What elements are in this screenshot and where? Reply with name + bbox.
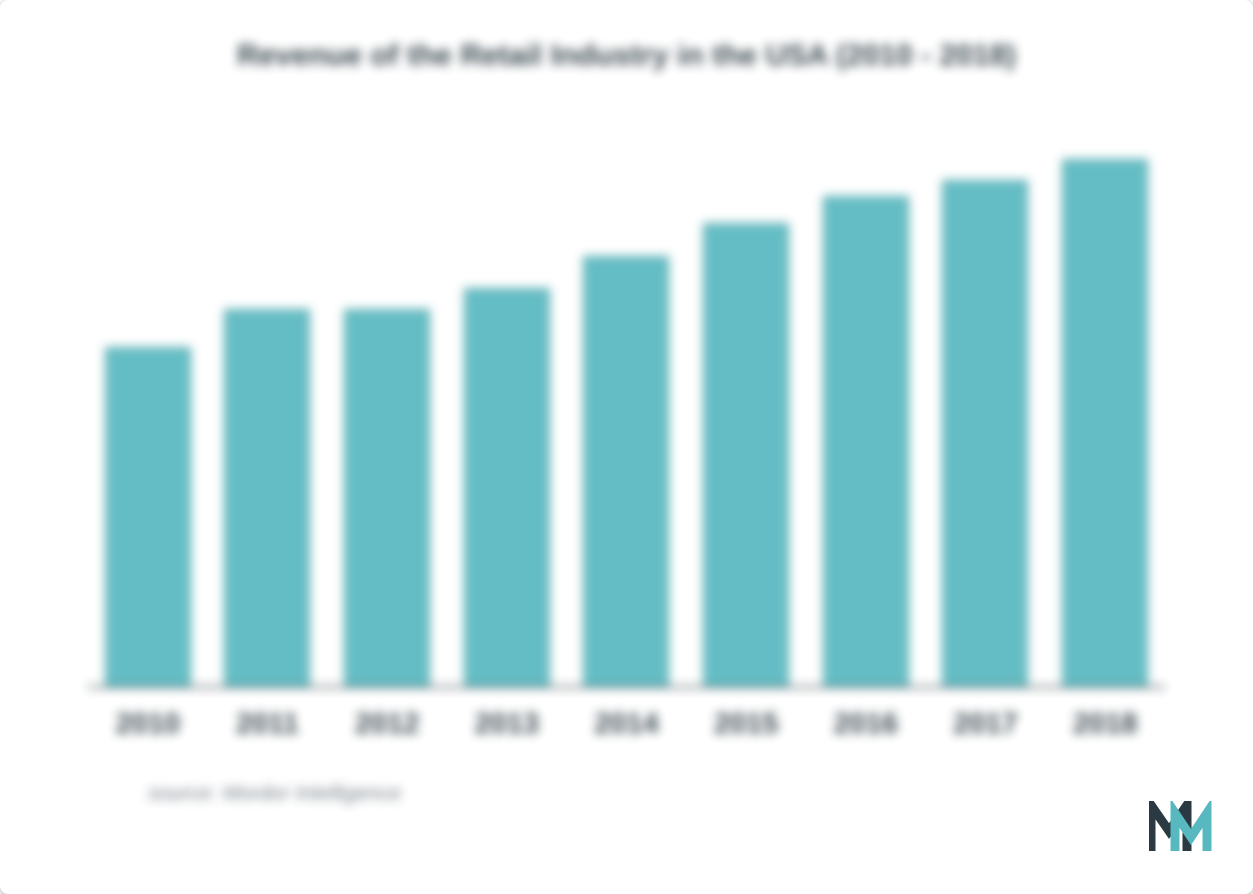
x-tick-label: 2010	[105, 708, 191, 741]
chart-title: Revenue of the Retail Industry in the US…	[98, 36, 1155, 77]
bar	[703, 223, 789, 686]
x-tick-label: 2011	[224, 708, 310, 741]
bar	[464, 288, 550, 686]
bar	[224, 309, 310, 686]
x-tick-label: 2018	[1062, 708, 1148, 741]
x-tick-label: 2017	[942, 708, 1028, 741]
x-tick-label: 2016	[823, 708, 909, 741]
x-tick-label: 2012	[344, 708, 430, 741]
blur-overlay: Revenue of the Retail Industry in the US…	[28, 18, 1225, 876]
x-axis-baseline	[88, 686, 1165, 688]
x-tick-label: 2014	[583, 708, 669, 741]
source-text: source: Mordor Intelligence	[148, 782, 401, 806]
bar	[344, 309, 430, 686]
bar	[1062, 159, 1148, 686]
bar	[942, 180, 1028, 686]
bar	[583, 256, 669, 686]
x-tick-label: 2015	[703, 708, 789, 741]
bars-container	[88, 148, 1165, 686]
x-axis-labels: 2010 2011 2012 2013 2014 2015 2016 2017 2018	[88, 708, 1165, 741]
chart-card: Revenue of the Retail Industry in the US…	[0, 0, 1253, 894]
bar	[823, 196, 909, 686]
bar	[105, 347, 191, 686]
x-tick-label: 2013	[464, 708, 550, 741]
mordor-logo-icon	[1149, 801, 1213, 858]
plot-area	[88, 148, 1165, 688]
